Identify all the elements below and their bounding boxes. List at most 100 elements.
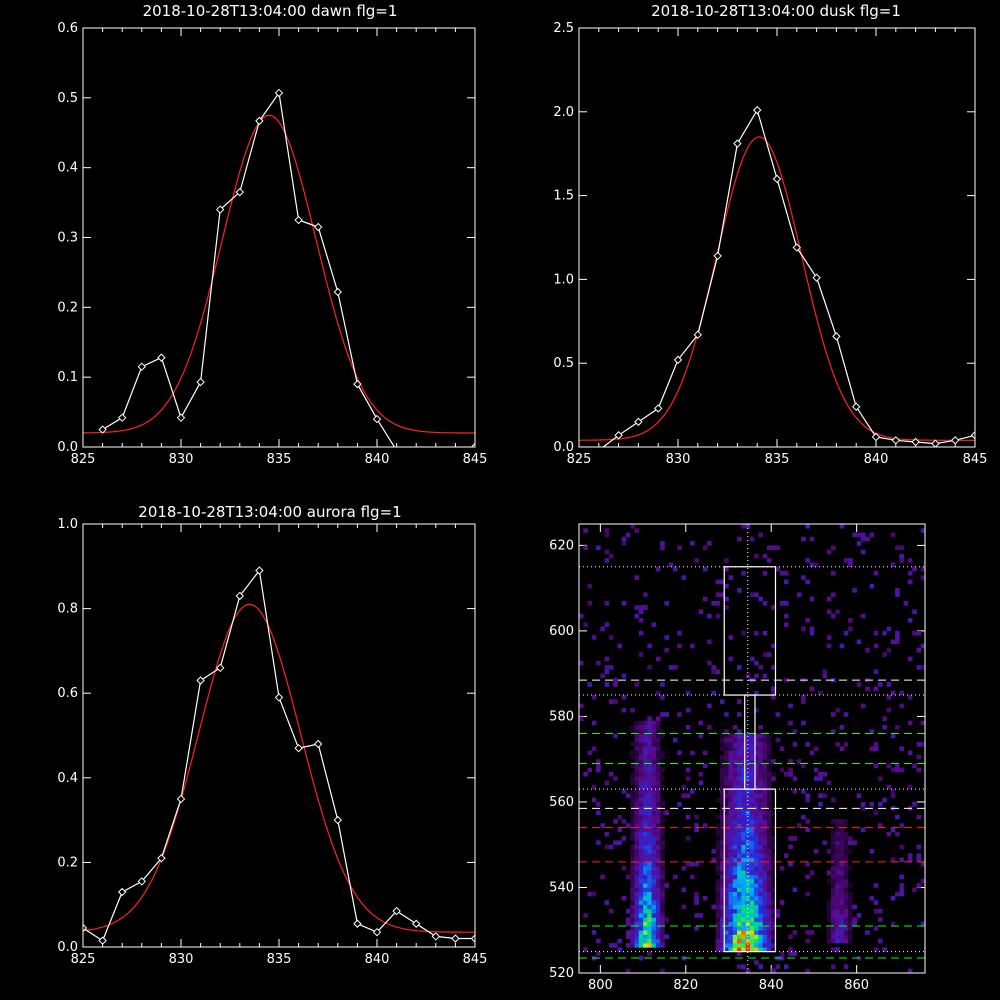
heatmap-cell bbox=[737, 883, 742, 888]
heatmap-cell bbox=[843, 878, 849, 884]
heatmap-cell bbox=[741, 754, 746, 760]
heatmap-cell bbox=[728, 861, 734, 867]
heatmap-cell bbox=[643, 733, 648, 739]
heatmap-cell bbox=[737, 750, 742, 756]
heatmap-cell bbox=[647, 819, 652, 824]
heatmap-cell bbox=[749, 780, 755, 786]
heatmap-cell bbox=[630, 896, 635, 901]
heatmap-cell bbox=[767, 737, 772, 743]
heatmap-cell bbox=[732, 759, 738, 764]
heatmap-cell bbox=[711, 849, 716, 854]
heatmap-cell bbox=[741, 861, 746, 867]
heatmap-cell bbox=[737, 712, 742, 717]
heatmap-cell bbox=[813, 746, 819, 751]
heatmap-cell bbox=[762, 733, 768, 739]
heatmap-cell bbox=[749, 754, 755, 760]
heatmap-cell bbox=[638, 878, 644, 884]
heatmap-cell bbox=[878, 682, 883, 687]
heatmap-cell bbox=[771, 840, 776, 845]
heatmap-cell bbox=[647, 742, 652, 747]
y-tick-label: 0.3 bbox=[57, 231, 78, 246]
heatmap-cell bbox=[638, 930, 644, 935]
heatmap-cell bbox=[784, 579, 789, 585]
heatmap-cell bbox=[869, 746, 875, 751]
heatmap-cell bbox=[878, 938, 883, 944]
heatmap-cell bbox=[895, 831, 900, 837]
heatmap-cell bbox=[634, 737, 640, 743]
heatmap-cell bbox=[835, 831, 840, 837]
heatmap-cell bbox=[638, 857, 644, 863]
heatmap-cell bbox=[767, 887, 772, 893]
heatmap-cell bbox=[835, 878, 840, 884]
heatmap-cell bbox=[630, 921, 635, 927]
heatmap-cell bbox=[762, 849, 768, 854]
heatmap-cell bbox=[737, 810, 742, 816]
heatmap-cell bbox=[762, 896, 768, 901]
heatmap-cell bbox=[720, 789, 725, 794]
heatmap-cell bbox=[831, 964, 836, 969]
heatmap-cell bbox=[754, 866, 759, 871]
heatmap-cell bbox=[784, 677, 789, 683]
heatmap-cell bbox=[724, 729, 729, 734]
heatmap-cell bbox=[694, 814, 699, 820]
heatmap-cell bbox=[664, 712, 669, 717]
heatmap-cell bbox=[643, 913, 648, 918]
heatmap-cell bbox=[643, 874, 648, 880]
heatmap-cell bbox=[724, 921, 729, 927]
heatmap-cell bbox=[792, 836, 798, 841]
heatmap-cell bbox=[835, 930, 840, 935]
heatmap-cell bbox=[732, 819, 738, 824]
heatmap-cell bbox=[741, 891, 746, 897]
heatmap-cell bbox=[728, 831, 734, 837]
heatmap-cell bbox=[681, 866, 687, 871]
heatmap-cell bbox=[737, 827, 742, 833]
heatmap-cell bbox=[660, 840, 665, 845]
heatmap-cell bbox=[741, 934, 746, 940]
heatmap-cell bbox=[638, 767, 644, 773]
x-tick-label: 860 bbox=[844, 978, 869, 993]
heatmap-cell bbox=[737, 964, 742, 969]
heatmap-cell bbox=[724, 887, 729, 893]
heatmap-cell bbox=[749, 742, 755, 747]
heatmap-cell bbox=[630, 930, 635, 935]
heatmap-cell bbox=[826, 904, 832, 910]
heatmap-cell bbox=[920, 528, 925, 533]
heatmap-cell bbox=[643, 857, 648, 863]
heatmap-cell bbox=[895, 630, 900, 636]
heatmap-cell bbox=[630, 725, 635, 730]
heatmap-cell bbox=[741, 943, 746, 948]
heatmap-cell bbox=[732, 823, 738, 828]
heatmap-cell bbox=[895, 891, 900, 897]
heatmap-cell bbox=[869, 532, 875, 538]
heatmap-cell bbox=[720, 900, 725, 905]
heatmap-cell bbox=[668, 665, 674, 670]
heatmap-cell bbox=[724, 746, 729, 751]
heatmap-cell bbox=[651, 806, 657, 811]
heatmap-cell bbox=[655, 729, 661, 734]
heatmap-cell bbox=[775, 566, 781, 572]
heatmap-cell bbox=[843, 831, 849, 837]
heatmap-cell bbox=[720, 947, 725, 952]
heatmap-cell bbox=[613, 733, 618, 739]
heatmap-cell bbox=[843, 853, 849, 858]
heatmap-cell bbox=[737, 699, 742, 704]
heatmap-cell bbox=[831, 571, 836, 576]
heatmap-cell bbox=[651, 746, 657, 751]
data-point bbox=[98, 425, 107, 434]
gaussian-fit-line bbox=[579, 136, 975, 441]
heatmap-cell bbox=[643, 827, 648, 833]
heatmap-cell bbox=[655, 853, 661, 858]
heatmap-cell bbox=[651, 840, 657, 845]
heatmap-cell bbox=[767, 930, 772, 935]
heatmap-cell bbox=[749, 908, 755, 914]
heatmap-cell bbox=[651, 891, 657, 897]
heatmap-cell bbox=[655, 921, 661, 927]
heatmap-cell bbox=[643, 934, 648, 940]
heatmap-cell bbox=[762, 802, 768, 807]
heatmap-cell bbox=[638, 789, 644, 794]
x-tick-label: 800 bbox=[588, 978, 613, 993]
heatmap-cell bbox=[745, 780, 751, 786]
heatmap-cell bbox=[638, 896, 644, 901]
data-point bbox=[832, 332, 841, 341]
heatmap-cell bbox=[835, 609, 840, 615]
